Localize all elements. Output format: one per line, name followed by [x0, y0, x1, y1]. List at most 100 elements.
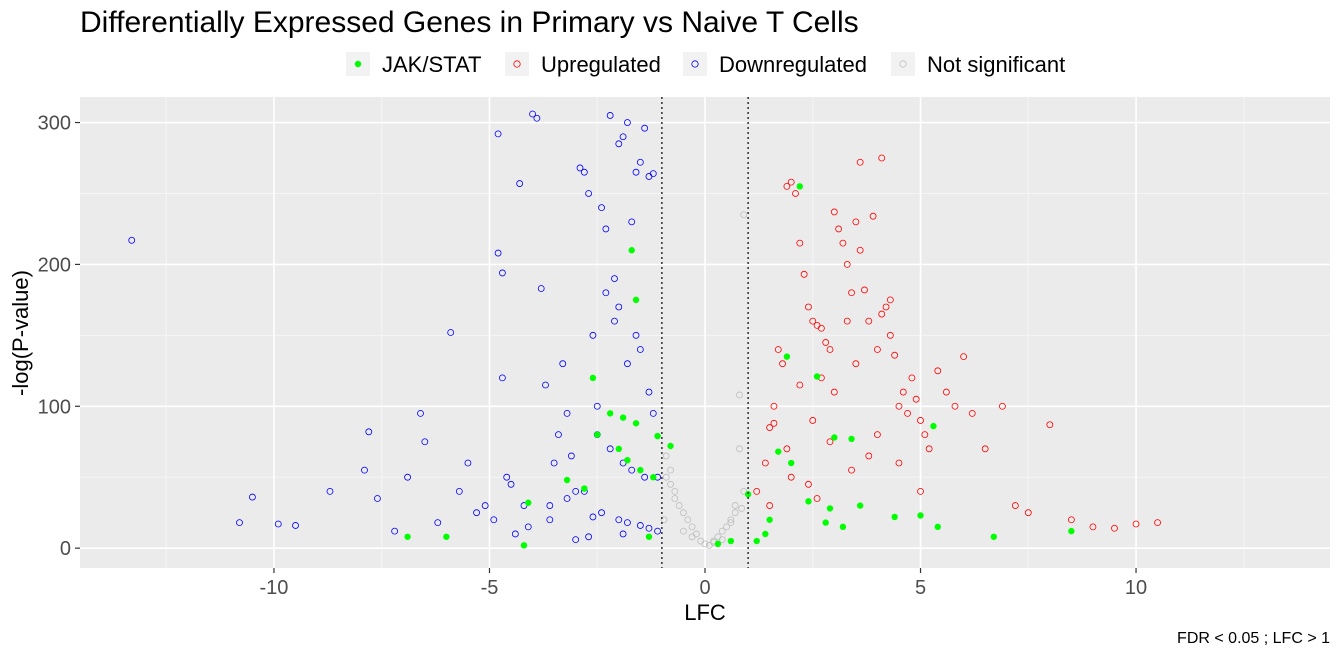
data-point-upregulated: [1067, 516, 1075, 524]
data-point-jak-stat: [727, 537, 735, 545]
legend-key-symbol: [354, 60, 362, 68]
data-point-jak-stat: [796, 183, 804, 190]
data-point-downregulated: [499, 374, 506, 382]
data-point-jak-stat: [856, 502, 864, 509]
data-point-upregulated: [826, 346, 834, 353]
data-point-not-significant: [740, 211, 748, 219]
data-point-upregulated: [796, 239, 804, 247]
data-point-downregulated: [537, 285, 545, 292]
legend-label: Downregulated: [719, 52, 867, 77]
y-tick-label: 0: [60, 538, 71, 560]
data-point-jak-stat: [650, 474, 657, 481]
data-point-jak-stat: [891, 513, 898, 521]
data-point-downregulated: [434, 519, 442, 527]
data-point-not-significant: [718, 536, 726, 544]
data-point-downregulated: [628, 218, 636, 226]
data-point-downregulated: [598, 204, 605, 212]
data-point-downregulated: [641, 124, 649, 132]
data-point-upregulated: [843, 261, 851, 268]
data-point-upregulated: [934, 367, 942, 375]
data-point-upregulated: [770, 419, 778, 427]
data-point-upregulated: [1111, 524, 1118, 532]
data-point-not-significant: [738, 505, 746, 512]
legend-label: Upregulated: [541, 52, 661, 77]
data-point-upregulated: [1132, 520, 1140, 528]
data-point-downregulated: [602, 289, 610, 297]
data-point-downregulated: [628, 466, 636, 474]
data-point-downregulated: [326, 487, 334, 495]
data-point-jak-stat: [930, 422, 937, 430]
data-point-upregulated: [779, 360, 786, 368]
data-point-upregulated: [861, 286, 868, 294]
data-point-not-significant: [680, 509, 687, 517]
data-point-jak-stat: [788, 459, 795, 467]
data-point-upregulated: [1024, 509, 1032, 517]
data-point-downregulated: [585, 190, 593, 197]
data-point-jak-stat: [1068, 527, 1075, 535]
threshold-lines: [661, 97, 749, 568]
data-point-jak-stat: [753, 537, 760, 545]
data-point-downregulated: [636, 158, 644, 166]
data-point-downregulated: [619, 133, 627, 141]
data-point-upregulated: [960, 353, 968, 361]
data-point-jak-stat: [645, 533, 653, 540]
data-point-downregulated: [632, 331, 640, 339]
data-point-not-significant: [667, 480, 674, 488]
data-point-downregulated: [455, 487, 463, 495]
data-point-jak-stat: [632, 420, 640, 427]
data-point-jak-stat: [848, 435, 855, 443]
data-point-upregulated: [783, 182, 791, 190]
data-point-downregulated: [585, 533, 593, 541]
data-point-downregulated: [645, 388, 653, 396]
data-point-downregulated: [507, 480, 515, 488]
legend-label: JAK/STAT: [382, 52, 481, 77]
data-point-not-significant: [736, 445, 743, 453]
data-point-upregulated: [848, 289, 855, 297]
y-axis-title: -log(P-value): [8, 270, 33, 396]
chart-title: Differentially Expressed Genes in Primar…: [80, 6, 859, 39]
data-point-jak-stat: [443, 533, 450, 540]
data-point-upregulated: [968, 409, 976, 417]
data-point-jak-stat: [632, 296, 640, 304]
data-point-upregulated: [770, 402, 778, 410]
data-point-upregulated: [878, 310, 886, 318]
data-point-downregulated: [572, 487, 580, 495]
data-point-not-significant: [667, 466, 674, 474]
data-point-upregulated: [895, 402, 903, 410]
data-point-upregulated: [830, 208, 838, 216]
data-point-downregulated: [494, 130, 502, 138]
data-point-upregulated: [809, 317, 817, 325]
data-point-downregulated: [615, 303, 623, 311]
data-point-upregulated: [783, 445, 791, 453]
data-point-upregulated: [848, 466, 855, 474]
data-point-upregulated: [839, 239, 847, 247]
data-point-downregulated: [516, 180, 524, 187]
data-point-downregulated: [645, 524, 653, 532]
legend-key: [891, 52, 915, 76]
legend-key-symbol: [513, 60, 521, 68]
data-point-downregulated: [576, 164, 584, 172]
data-point-upregulated: [999, 402, 1006, 410]
legend: JAK/STAT Upregulated Downregulated Not sign…: [346, 52, 1065, 77]
data-point-downregulated: [499, 269, 506, 277]
data-point-downregulated: [546, 516, 554, 524]
data-point-jak-stat: [775, 448, 782, 455]
data-point-downregulated: [598, 509, 605, 517]
data-point-upregulated: [886, 296, 894, 304]
data-point-downregulated: [632, 168, 640, 176]
data-point-jak-stat: [839, 523, 847, 531]
legend-key: [505, 52, 529, 76]
y-tick-label: 300: [38, 113, 71, 135]
data-point-upregulated: [891, 351, 899, 359]
data-point-jak-stat: [594, 431, 601, 438]
data-point-downregulated: [550, 459, 558, 467]
x-axis-title: LFC: [684, 600, 726, 625]
data-point-upregulated: [792, 190, 799, 197]
data-point-jak-stat: [813, 373, 821, 380]
data-point-jak-stat: [714, 540, 722, 548]
data-point-not-significant: [660, 516, 668, 524]
y-tick-label: 100: [38, 396, 71, 418]
data-point-upregulated: [826, 438, 834, 446]
data-point-downregulated: [533, 114, 541, 122]
